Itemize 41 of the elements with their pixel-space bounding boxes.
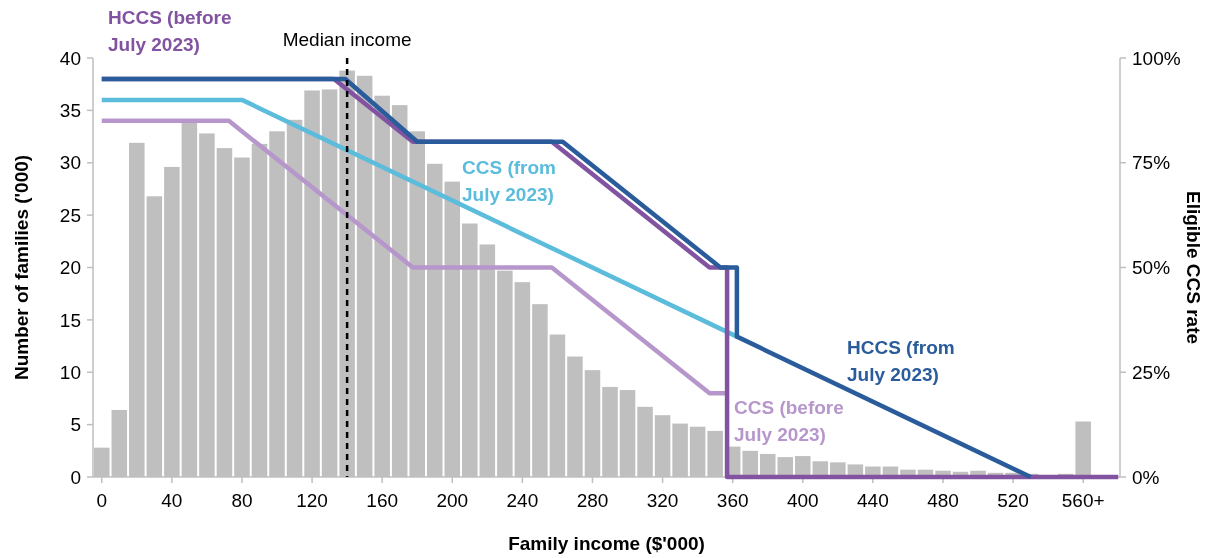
y2-tick-label: 75% <box>1132 152 1171 174</box>
series-label: CCS (from July 2023) <box>462 157 556 205</box>
ref-line-label: Median income <box>282 29 412 50</box>
y2-axis-title: Eligible CCS rate <box>1183 190 1204 345</box>
y2-tick-label: 0% <box>1132 466 1160 488</box>
x-tick-label: 520 <box>997 490 1029 511</box>
series-label: CCS (before July 2023) <box>734 397 844 445</box>
y2-tick-label: 50% <box>1132 257 1171 279</box>
x-tick-label: 240 <box>506 490 539 511</box>
y-tick-label: 35 <box>59 100 81 122</box>
y-tick-label: 25 <box>59 204 81 226</box>
bar <box>795 456 811 477</box>
x-tick-label: 480 <box>927 490 959 511</box>
x-tick-label: 200 <box>436 490 469 511</box>
x-tick-label: 80 <box>231 490 253 511</box>
y-tick-label: 15 <box>59 309 81 331</box>
series-label: HCCS (from July 2023) <box>847 337 955 385</box>
x-axis-title: Family income ($'000) <box>508 533 705 554</box>
y2-tick-label: 25% <box>1132 361 1171 383</box>
y-tick-label: 10 <box>59 361 81 383</box>
y-axis-title: Number of families ('000) <box>11 154 32 381</box>
x-tick-label: 440 <box>857 490 889 511</box>
x-tick-label: 360 <box>716 490 749 511</box>
y2-tick-label: 100% <box>1132 47 1181 69</box>
bar <box>1075 421 1091 477</box>
y-tick-label: 40 <box>59 47 81 69</box>
y-tick-label: 30 <box>59 152 81 174</box>
x-tick-label: 160 <box>366 490 399 511</box>
x-tick-label: 40 <box>161 490 183 511</box>
series-label: HCCS (before July 2023) <box>108 7 232 55</box>
x-tick-label: 0 <box>96 490 108 511</box>
bar <box>777 457 794 477</box>
y-tick-label: 20 <box>59 257 81 279</box>
x-tick-label: 280 <box>576 490 609 511</box>
x-tick-label: 560+ <box>1061 490 1105 511</box>
x-tick-label: 120 <box>296 490 328 511</box>
x-tick-label: 400 <box>786 490 819 511</box>
y-tick-label: 0 <box>70 466 81 488</box>
bar <box>742 450 758 477</box>
x-tick-label: 320 <box>646 490 679 511</box>
y-tick-label: 5 <box>70 414 81 436</box>
